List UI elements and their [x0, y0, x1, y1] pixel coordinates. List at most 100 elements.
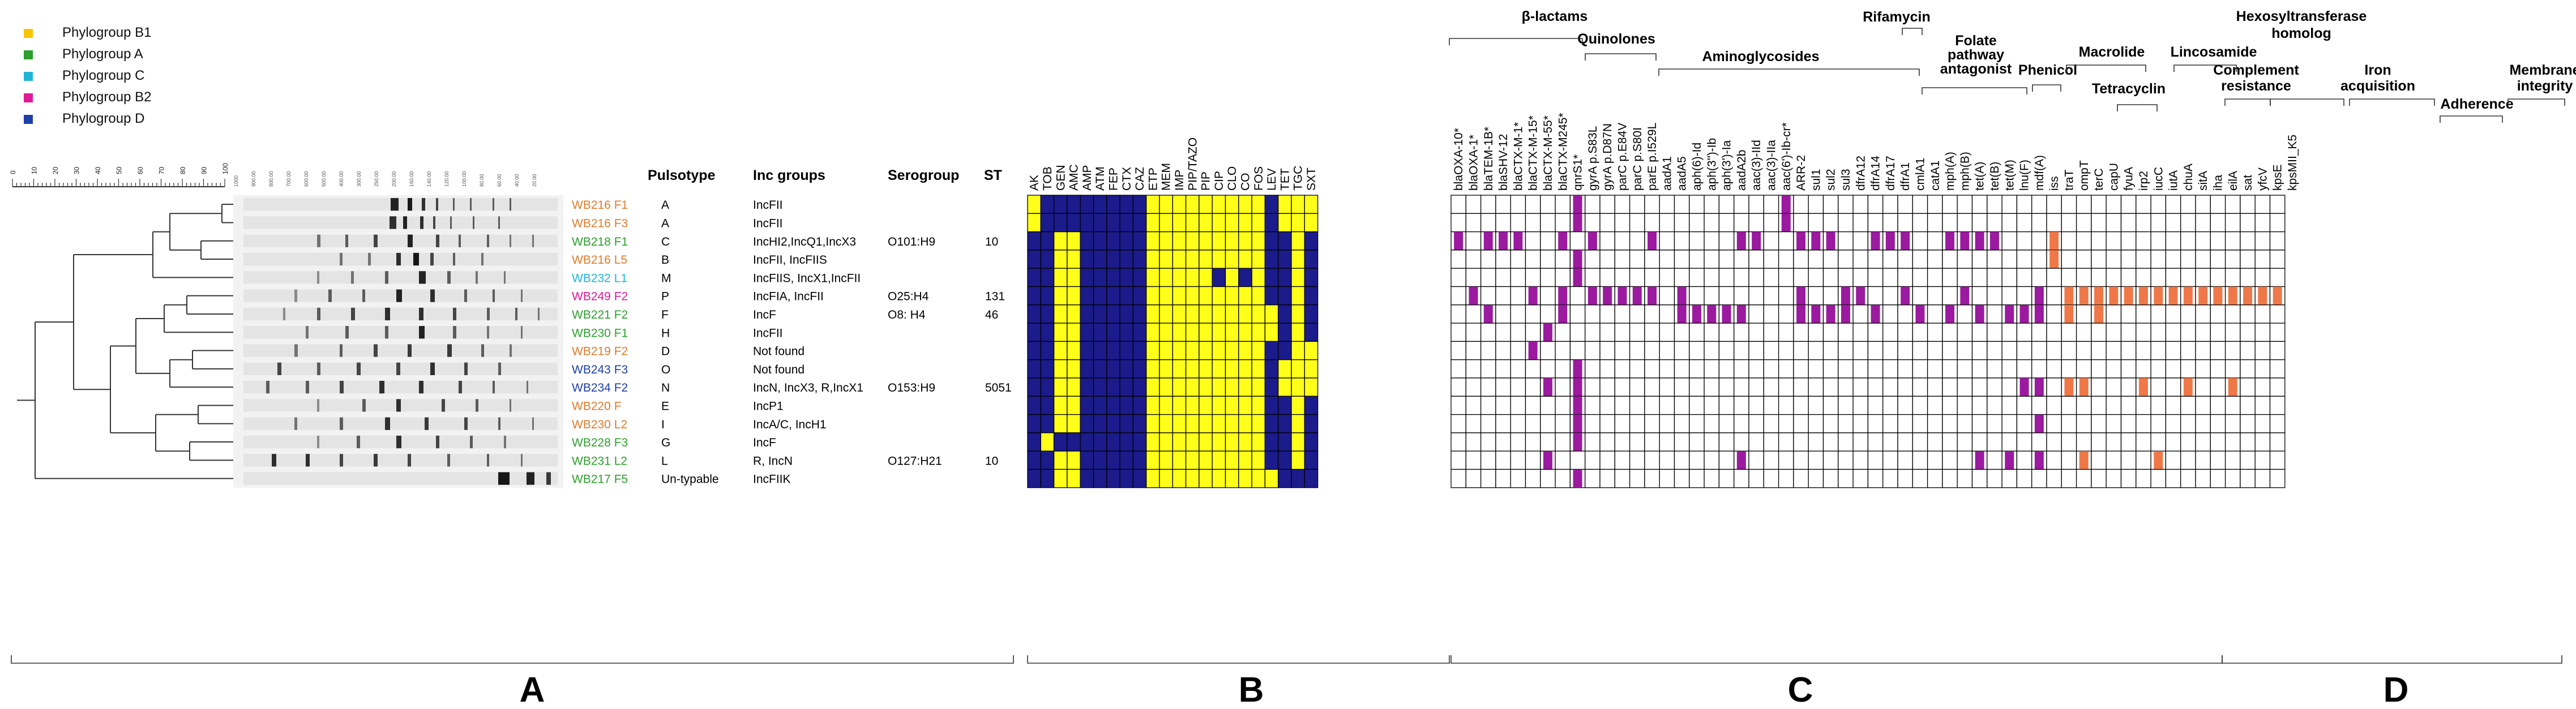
cell-resistant [1119, 286, 1134, 306]
cell-susceptible [1159, 414, 1173, 433]
gene-cell [2120, 341, 2137, 360]
gene-cell [2195, 432, 2211, 452]
gene-cell [1957, 450, 1973, 470]
gene-cell [1510, 213, 1526, 233]
cell-resistant [1067, 195, 1081, 214]
gene-cell [2106, 359, 2122, 379]
cell-resistant [1264, 231, 1279, 251]
gene-cell [1942, 450, 1958, 470]
gene-label: dfrA17 [1884, 156, 1897, 191]
gene-cell [2269, 323, 2286, 342]
gel-band [419, 381, 423, 394]
gene-label: dfrA12 [1854, 156, 1867, 191]
gene-cell [1644, 450, 1660, 470]
cell-resistant [1080, 286, 1094, 306]
gene-group-label: Rifamycin [1863, 9, 1930, 25]
strain-name: WB249 F2 [572, 290, 628, 303]
gene-cell [1793, 450, 1809, 470]
cell-resistant [1106, 469, 1120, 488]
gel-ladder-label: 1000 [233, 175, 239, 187]
gene-cell [1748, 286, 1764, 306]
strain-name: WB232 L1 [572, 272, 627, 285]
strain-pulsotype: A [661, 199, 669, 212]
gel-band [317, 435, 319, 449]
gel-lane [243, 472, 558, 485]
gene-cell [2016, 323, 2032, 342]
cell-susceptible [1053, 231, 1068, 251]
gene-cell [1480, 414, 1496, 433]
gene-cell [1704, 286, 1720, 306]
antibiotic-label: TET [1278, 168, 1291, 191]
cell-resistant [1119, 396, 1134, 415]
gene-cell [1852, 359, 1869, 379]
cell-susceptible [1212, 286, 1226, 306]
virulence-gene-present [2258, 286, 2267, 305]
cell-susceptible [1053, 450, 1068, 470]
gene-cell [1778, 286, 1794, 306]
gene-cell [1763, 414, 1779, 433]
cell-resistant [1093, 450, 1107, 470]
gene-cell [1867, 396, 1884, 415]
gel-band [442, 399, 445, 412]
gel-band [396, 289, 402, 302]
cell-susceptible [1291, 250, 1305, 269]
gene-cell [1763, 432, 1779, 452]
scale-tick-label: 90 [200, 166, 208, 174]
gene-cell [2165, 195, 2181, 214]
cell-resistant [1264, 286, 1279, 306]
cell-susceptible [1053, 396, 1068, 415]
gene-cell [2136, 359, 2151, 379]
cell-resistant [1040, 450, 1055, 470]
gene-cell [1540, 432, 1556, 452]
cell-susceptible [1185, 450, 1200, 470]
gene-label: gyrA p.D87N [1601, 123, 1614, 191]
gene-cell [1599, 195, 1615, 214]
gene-cell [1763, 323, 1779, 342]
gel-band [357, 435, 360, 449]
cell-susceptible [1251, 286, 1266, 306]
gene-cell [1495, 414, 1511, 433]
gene-cell [2001, 323, 2018, 342]
gene-cell [1957, 341, 1973, 360]
gene-cell [2106, 268, 2122, 287]
cell-resistant [1304, 414, 1319, 433]
gene-cell [1495, 396, 1511, 415]
gene-cell [1942, 323, 1958, 342]
cell-susceptible [1251, 323, 1266, 342]
gene-cell [1808, 450, 1824, 470]
gene-group-bracket [2117, 104, 2158, 111]
gene-cell [1957, 195, 1973, 214]
gene-cell [1689, 432, 1705, 452]
gene-label: sul1 [1809, 169, 1822, 191]
cell-susceptible [1291, 359, 1305, 379]
gene-cell [1942, 268, 1958, 287]
cell-susceptible [1067, 450, 1081, 470]
gene-cell [1629, 377, 1645, 397]
cell-resistant [1119, 231, 1134, 251]
gel-ladder-label: 500.00 [321, 171, 327, 187]
gene-cell [2016, 341, 2032, 360]
cell-susceptible [1185, 231, 1200, 251]
gene-cell [1495, 213, 1511, 233]
cell-susceptible [1238, 469, 1252, 488]
gene-cell [2269, 304, 2286, 324]
gene-cell [2091, 250, 2107, 269]
gel-band [433, 216, 435, 229]
strain-st: 5051 [985, 381, 1012, 394]
gene-cell [2269, 231, 2286, 251]
gene-cell [1793, 213, 1809, 233]
gene-cell [1808, 341, 1824, 360]
resistance-gene-present [1901, 286, 1910, 305]
gene-cell [1882, 432, 1898, 452]
gene-cell [1763, 250, 1779, 269]
cell-resistant [1264, 250, 1279, 269]
gene-cell [1793, 323, 1809, 342]
gene-cell [1450, 268, 1466, 287]
cell-resistant [1304, 432, 1319, 452]
gene-cell [2195, 250, 2211, 269]
strain-inc-groups: IncF [753, 436, 776, 449]
gene-cell [1510, 432, 1526, 452]
strain-serogroup: O153:H9 [888, 381, 935, 394]
gene-label: aac(3)-IId [1750, 140, 1763, 191]
gel-band [419, 271, 426, 284]
